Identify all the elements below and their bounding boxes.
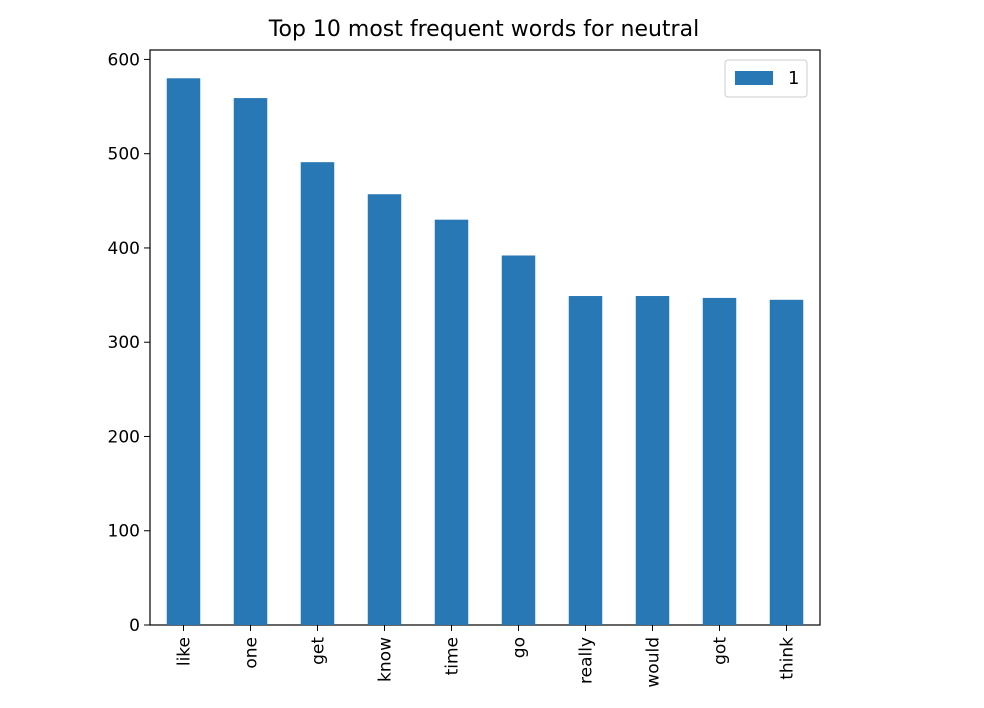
y-tick-label: 600 (108, 50, 140, 70)
y-tick-label: 300 (108, 333, 140, 353)
x-tick-label-get: get (309, 637, 329, 665)
legend: 1 (724, 59, 808, 98)
x-tick-label-would: would (644, 637, 664, 688)
x-tick-label-got: got (711, 637, 731, 665)
x-tick-label-one: one (242, 637, 262, 669)
bar-know (367, 194, 402, 625)
bar-go (501, 255, 536, 625)
y-axis: 0 100 200 300 400 500 600 (108, 50, 150, 636)
x-tick-label-think: think (778, 637, 798, 680)
chart-title: Top 10 most frequent words for neutral (268, 17, 699, 42)
bar-like (166, 78, 201, 625)
y-tick-label: 400 (108, 239, 140, 259)
bar-got (702, 297, 737, 625)
bars (166, 78, 804, 626)
legend-label: 1 (788, 68, 799, 89)
y-tick-label: 0 (129, 616, 140, 636)
y-tick-label: 200 (108, 427, 140, 447)
x-tick-label-go: go (510, 637, 530, 658)
legend-swatch (735, 71, 773, 85)
x-tick-label-really: really (577, 637, 597, 684)
bar-time (434, 219, 469, 626)
bar-would (635, 296, 670, 625)
x-axis: like one get know time go really would got think (175, 625, 798, 688)
x-tick-label-know: know (376, 637, 396, 682)
bar-think (769, 299, 804, 625)
bar-get (300, 162, 335, 626)
plot-frame (149, 49, 821, 626)
x-tick-label-time: time (443, 637, 463, 675)
x-tick-label-like: like (175, 637, 195, 666)
bar-really (568, 296, 603, 625)
y-tick-label: 100 (108, 522, 140, 542)
y-tick-label: 500 (108, 145, 140, 165)
bar-one (233, 98, 268, 625)
